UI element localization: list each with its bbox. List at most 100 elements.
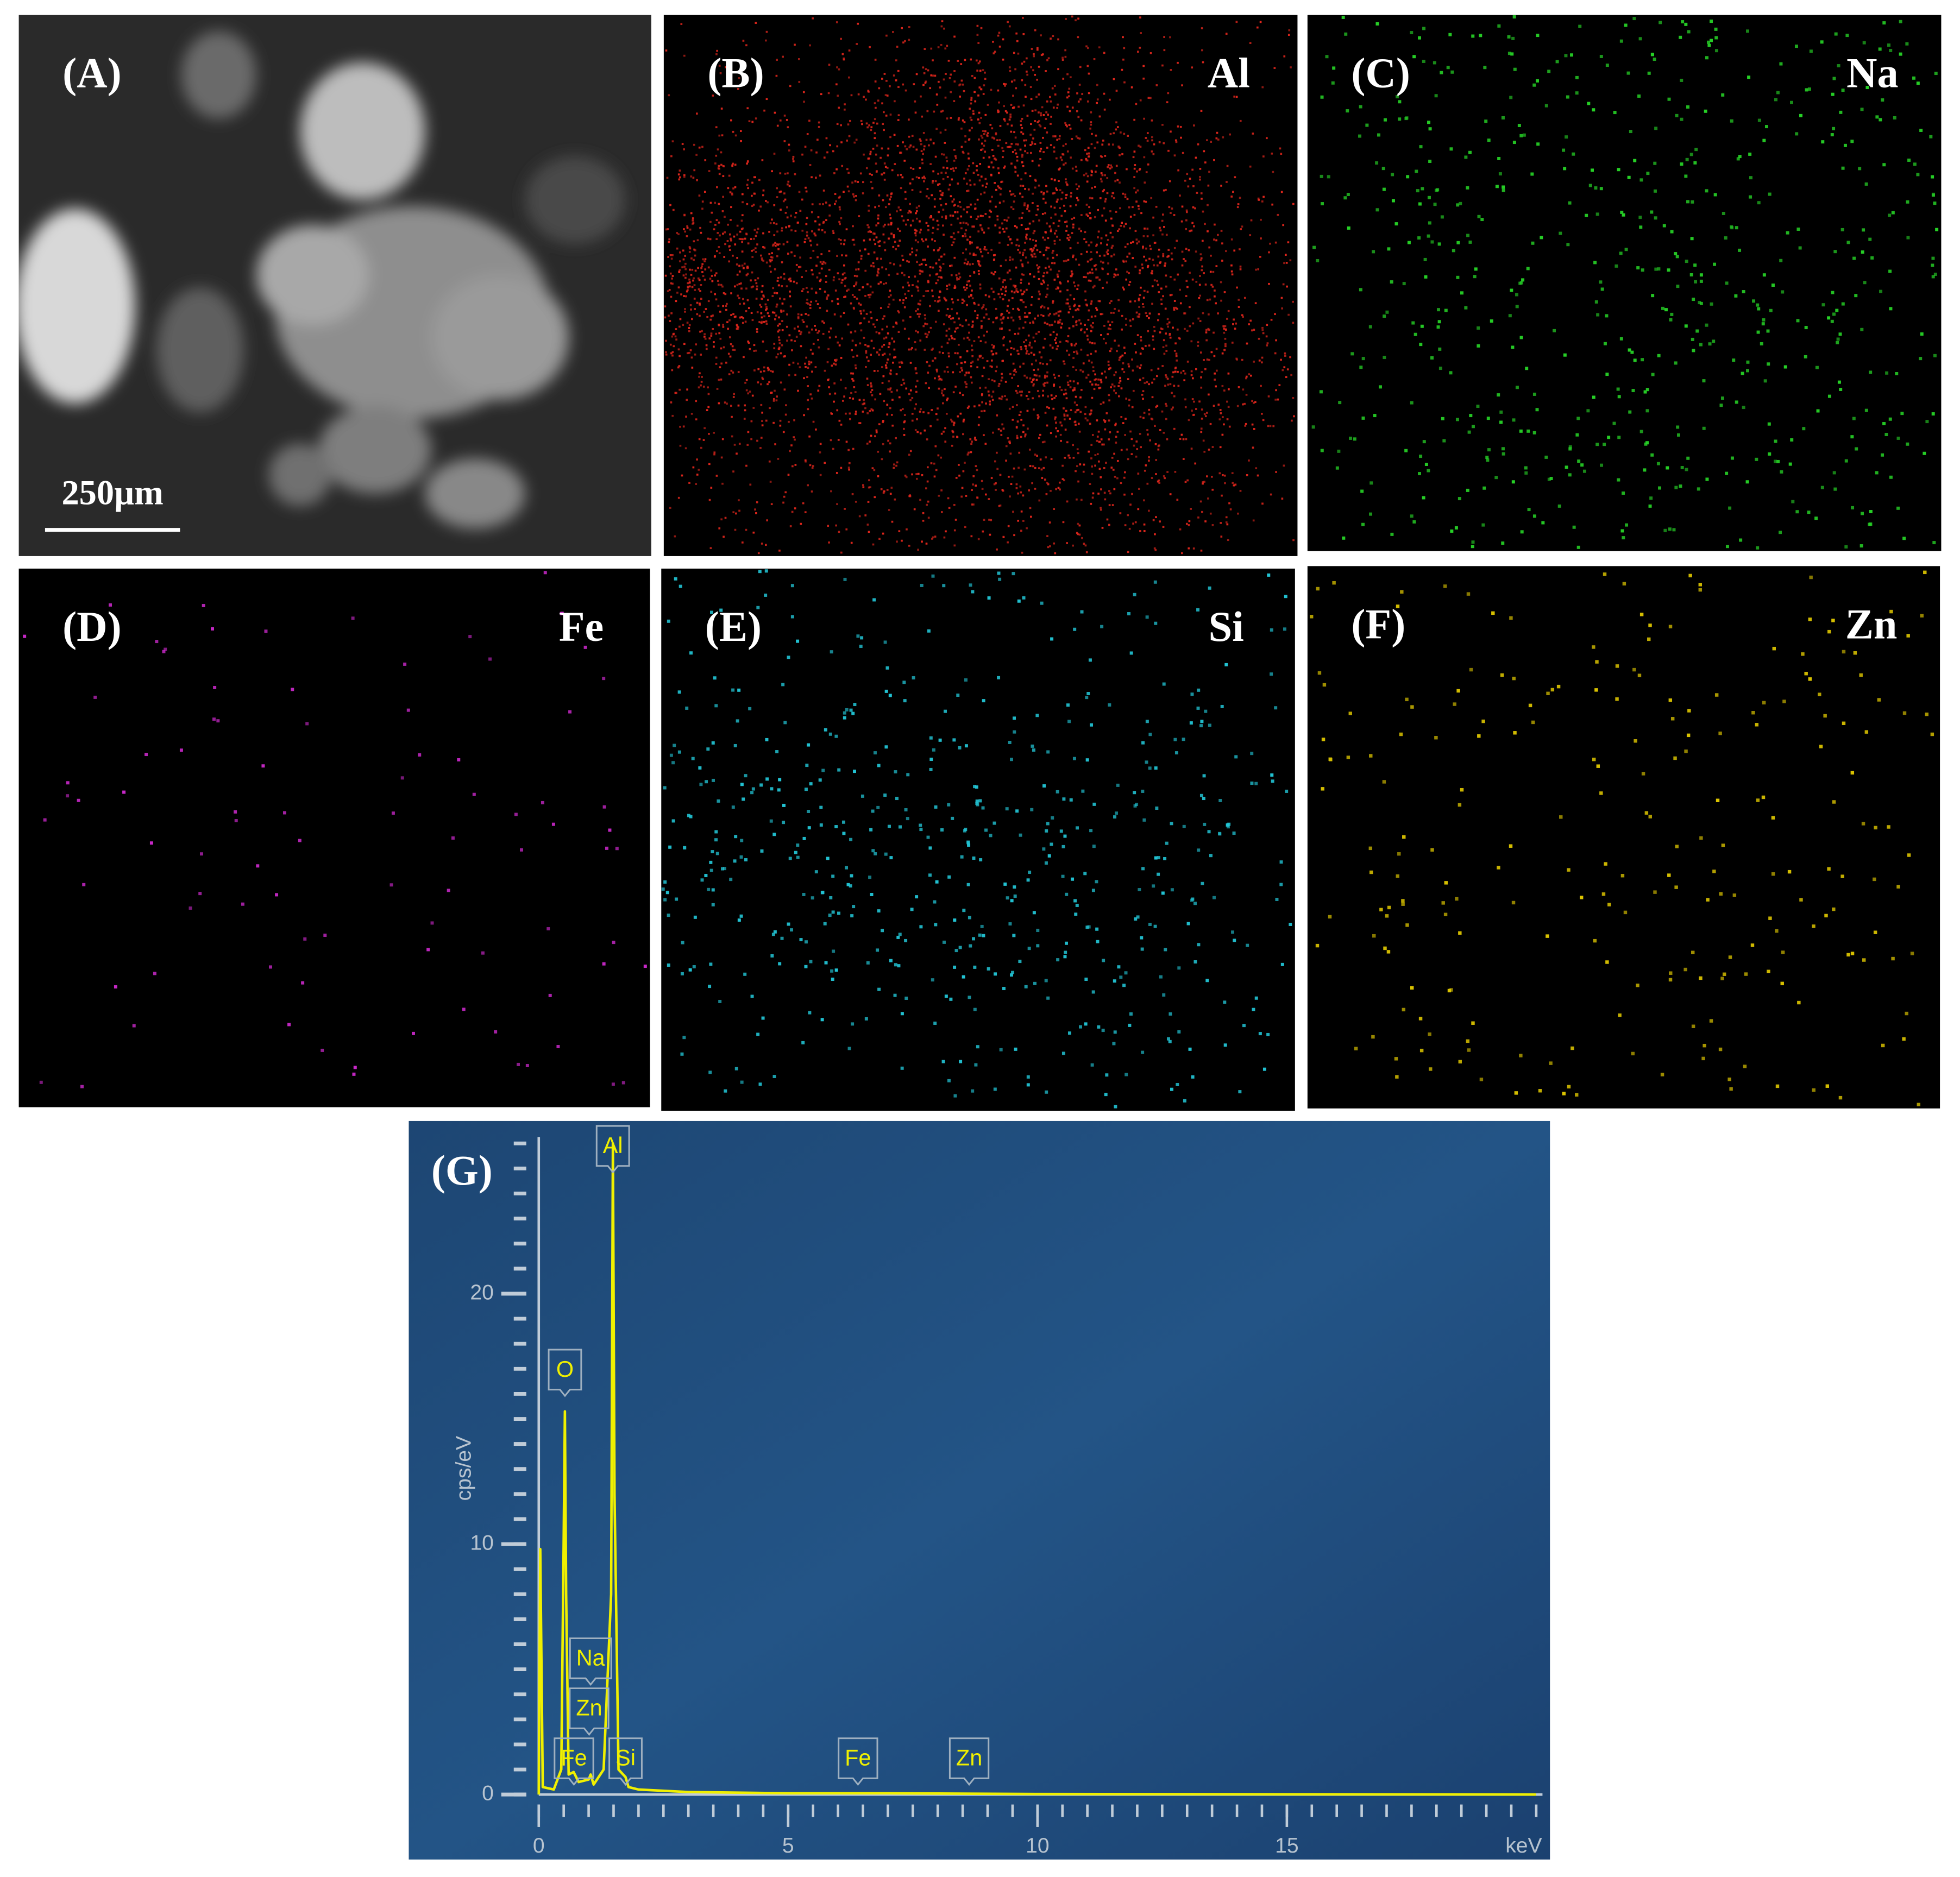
map-dot xyxy=(1241,225,1243,228)
map-dot xyxy=(1080,329,1082,331)
map-dot xyxy=(874,118,876,121)
map-dot xyxy=(919,231,921,234)
map-dot xyxy=(1675,255,1679,259)
map-dot xyxy=(924,429,926,432)
map-dot xyxy=(941,389,944,392)
map-dot xyxy=(873,469,876,471)
map-dot xyxy=(1072,357,1075,360)
map-dot xyxy=(1020,348,1023,350)
map-dot xyxy=(1223,389,1226,392)
map-dot xyxy=(762,232,764,235)
map-dot xyxy=(720,456,723,459)
map-dot xyxy=(737,87,739,90)
map-dot xyxy=(953,80,956,83)
map-dot xyxy=(886,413,889,416)
map-dot xyxy=(756,231,758,234)
map-dot xyxy=(962,252,964,254)
map-dot xyxy=(778,329,781,331)
map-dot xyxy=(1128,399,1130,401)
map-dot xyxy=(902,259,904,261)
map-dot xyxy=(1142,377,1145,380)
map-dot xyxy=(1266,342,1269,344)
map-dot xyxy=(772,400,775,402)
map-dot xyxy=(743,267,745,269)
map-dot xyxy=(1449,371,1453,375)
map-dot xyxy=(818,272,821,275)
map-dot xyxy=(1254,302,1257,305)
map-dot xyxy=(688,281,691,284)
map-dot xyxy=(1052,300,1054,303)
map-dot xyxy=(1211,488,1214,491)
map-dot xyxy=(718,284,720,286)
map-dot xyxy=(789,85,791,87)
map-dot xyxy=(1044,322,1046,324)
map-dot xyxy=(1013,348,1015,350)
map-dot xyxy=(1530,172,1534,176)
map-dot xyxy=(1850,140,1854,143)
map-dot xyxy=(751,205,753,207)
map-dot xyxy=(817,389,820,392)
map-dot xyxy=(840,281,843,284)
map-dot xyxy=(701,207,703,210)
map-dot xyxy=(1265,137,1268,140)
map-dot xyxy=(981,325,983,327)
map-dot xyxy=(1021,299,1023,301)
map-dot xyxy=(976,198,979,201)
map-dot xyxy=(958,117,960,119)
map-dot xyxy=(864,269,867,272)
map-dot xyxy=(1220,412,1222,414)
map-dot xyxy=(1047,395,1050,398)
map-dot xyxy=(1017,519,1020,522)
map-dot xyxy=(995,489,997,491)
map-dot xyxy=(1030,123,1032,125)
map-dot xyxy=(1200,110,1203,112)
map-dot xyxy=(1020,281,1022,284)
map-dot xyxy=(702,439,705,441)
map-dot xyxy=(871,174,873,176)
map-dot xyxy=(856,298,858,300)
map-dot xyxy=(715,363,718,365)
map-dot xyxy=(930,74,933,77)
map-dot xyxy=(946,397,949,400)
map-dot xyxy=(764,303,767,306)
map-dot xyxy=(743,356,745,358)
map-dot xyxy=(869,486,871,488)
map-dot xyxy=(898,396,901,399)
map-dot xyxy=(1204,223,1206,225)
map-dot xyxy=(671,335,674,338)
map-dot xyxy=(765,350,768,352)
map-dot xyxy=(995,132,997,135)
map-dot xyxy=(1832,127,1836,130)
map-dot xyxy=(984,443,987,445)
map-dot xyxy=(776,280,779,282)
map-dot xyxy=(706,409,708,412)
map-dot xyxy=(839,315,842,318)
map-dot xyxy=(1468,240,1472,244)
map-dot xyxy=(1862,41,1866,45)
map-dot xyxy=(1034,244,1036,247)
map-dot xyxy=(922,66,925,69)
map-dot xyxy=(1155,473,1157,475)
map-dot xyxy=(1042,254,1045,256)
map-dot xyxy=(1100,438,1103,440)
map-dot xyxy=(1113,253,1115,256)
map-dot xyxy=(743,418,746,420)
map-dot xyxy=(1086,100,1089,103)
map-dot xyxy=(1076,448,1079,451)
map-dot xyxy=(1195,250,1197,253)
map-dot xyxy=(720,362,723,365)
map-dot xyxy=(1036,390,1039,392)
map-dot xyxy=(700,298,702,300)
map-dot xyxy=(958,84,960,86)
map-dot xyxy=(1120,131,1122,134)
map-dot xyxy=(1349,436,1352,440)
map-dot xyxy=(901,254,903,257)
map-dot xyxy=(1887,43,1890,47)
map-dot xyxy=(1016,155,1019,158)
map-dot xyxy=(1237,512,1239,515)
map-dot xyxy=(874,80,877,83)
map-dot xyxy=(977,42,980,44)
map-dot xyxy=(876,319,878,321)
map-dot xyxy=(956,352,959,355)
map-dot xyxy=(954,155,957,158)
